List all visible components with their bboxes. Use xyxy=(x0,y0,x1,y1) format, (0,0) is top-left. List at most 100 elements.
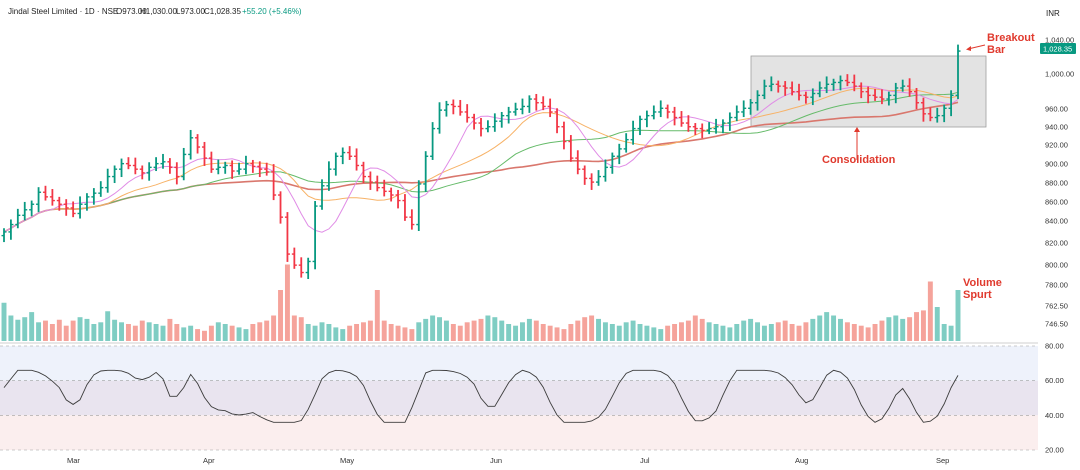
price-bar xyxy=(685,115,691,132)
price-bar xyxy=(858,82,864,99)
volume-bar xyxy=(665,325,671,341)
volume-bar xyxy=(865,327,871,341)
price-bar xyxy=(478,117,484,137)
price-tick-label: 1,040.00 xyxy=(1045,36,1074,45)
price-bar xyxy=(298,257,304,278)
volume-bar xyxy=(354,324,360,341)
volume-bar xyxy=(955,290,961,341)
volume-bar xyxy=(900,318,906,341)
volume-bar xyxy=(886,317,892,341)
volume-bar xyxy=(879,320,885,341)
volume-bar xyxy=(105,311,111,341)
volume-bar xyxy=(699,318,705,341)
price-bar xyxy=(443,100,449,117)
price-bar xyxy=(146,162,152,181)
price-bar xyxy=(49,189,55,206)
price-bar xyxy=(886,91,892,106)
price-bar xyxy=(561,121,567,150)
price-bar xyxy=(596,170,602,186)
volume-bar xyxy=(893,315,899,341)
volume-bar xyxy=(22,317,28,341)
volume-bar xyxy=(734,324,740,341)
volume-bar xyxy=(312,325,318,341)
time-tick-label: Apr xyxy=(203,456,215,465)
volume-bar xyxy=(112,319,118,341)
volume-bar xyxy=(188,325,194,341)
time-tick-label: Jun xyxy=(490,456,502,465)
volume-bar xyxy=(851,324,857,341)
price-bar xyxy=(582,165,588,185)
price-bar xyxy=(112,165,118,184)
price-bar xyxy=(98,181,104,197)
price-bar xyxy=(761,79,767,100)
price-bar xyxy=(195,134,201,154)
volume-bar xyxy=(499,320,505,341)
price-bar xyxy=(526,95,532,113)
price-bar xyxy=(77,196,83,219)
volume-bar xyxy=(222,324,228,341)
price-tick-label: 940.00 xyxy=(1045,123,1068,132)
price-bar xyxy=(893,82,899,104)
currency-label[interactable]: INR xyxy=(1046,9,1060,18)
volume-bar xyxy=(63,325,69,341)
volume-bar xyxy=(775,322,781,341)
volume-bar xyxy=(471,320,477,341)
volume-bar xyxy=(381,320,387,341)
volume-bar xyxy=(782,320,788,341)
volume-bar xyxy=(679,322,684,341)
price-bar xyxy=(291,247,297,269)
volume-bar xyxy=(443,320,449,341)
price-bar xyxy=(181,147,187,181)
volume-bar xyxy=(720,325,726,341)
volume-bar xyxy=(402,327,408,341)
time-tick-label: Sep xyxy=(936,456,949,465)
volume-bar xyxy=(291,315,297,341)
price-bar xyxy=(1,228,7,243)
price-bar xyxy=(727,112,733,131)
price-bar xyxy=(243,155,249,175)
price-bar xyxy=(222,161,228,174)
price-bar xyxy=(616,143,622,165)
consolidation-label: Consolidation xyxy=(822,154,896,166)
volume-annotation-line2: Spurt xyxy=(963,289,992,301)
price-bar xyxy=(84,193,90,211)
price-bar xyxy=(105,168,111,193)
volume-bar xyxy=(395,325,401,341)
price-bar xyxy=(672,106,678,126)
price-bar xyxy=(934,107,940,123)
volume-bar xyxy=(278,290,283,341)
price-bar xyxy=(278,191,284,224)
volume-bar xyxy=(1,302,7,341)
price-bar xyxy=(713,118,719,134)
volume-bar xyxy=(450,324,456,341)
volume-bar xyxy=(644,325,650,341)
overbought-zone xyxy=(0,346,1038,381)
price-tick-label: 820.00 xyxy=(1045,239,1068,248)
price-bar xyxy=(519,98,525,115)
volume-bar xyxy=(526,318,532,341)
price-bar xyxy=(36,187,42,213)
price-bar xyxy=(575,150,581,175)
volume-bar xyxy=(264,320,270,341)
price-bar xyxy=(609,152,615,174)
price-tick-label: 920.00 xyxy=(1045,141,1068,150)
volume-bar xyxy=(672,324,678,341)
price-bar xyxy=(160,153,166,169)
indicator-axis: 80.00 60.00 40.00 20.00 xyxy=(1045,342,1064,455)
price-bar xyxy=(409,209,415,230)
volume-bar xyxy=(56,319,62,341)
price-bar xyxy=(803,91,809,104)
volume-bar xyxy=(685,320,691,341)
time-tick-label: Mar xyxy=(67,456,80,465)
price-bar xyxy=(865,86,871,104)
last-price-badge xyxy=(1040,43,1076,54)
price-bar xyxy=(720,119,726,134)
volume-bar xyxy=(727,327,733,341)
price-tick-label: 1,000.00 xyxy=(1045,70,1074,79)
volume-bar xyxy=(409,329,415,341)
price-bar xyxy=(499,111,505,128)
time-tick-label: Jul xyxy=(640,456,650,465)
price-bar xyxy=(741,100,747,118)
volume-bar xyxy=(748,318,754,341)
price-bar xyxy=(844,74,850,87)
